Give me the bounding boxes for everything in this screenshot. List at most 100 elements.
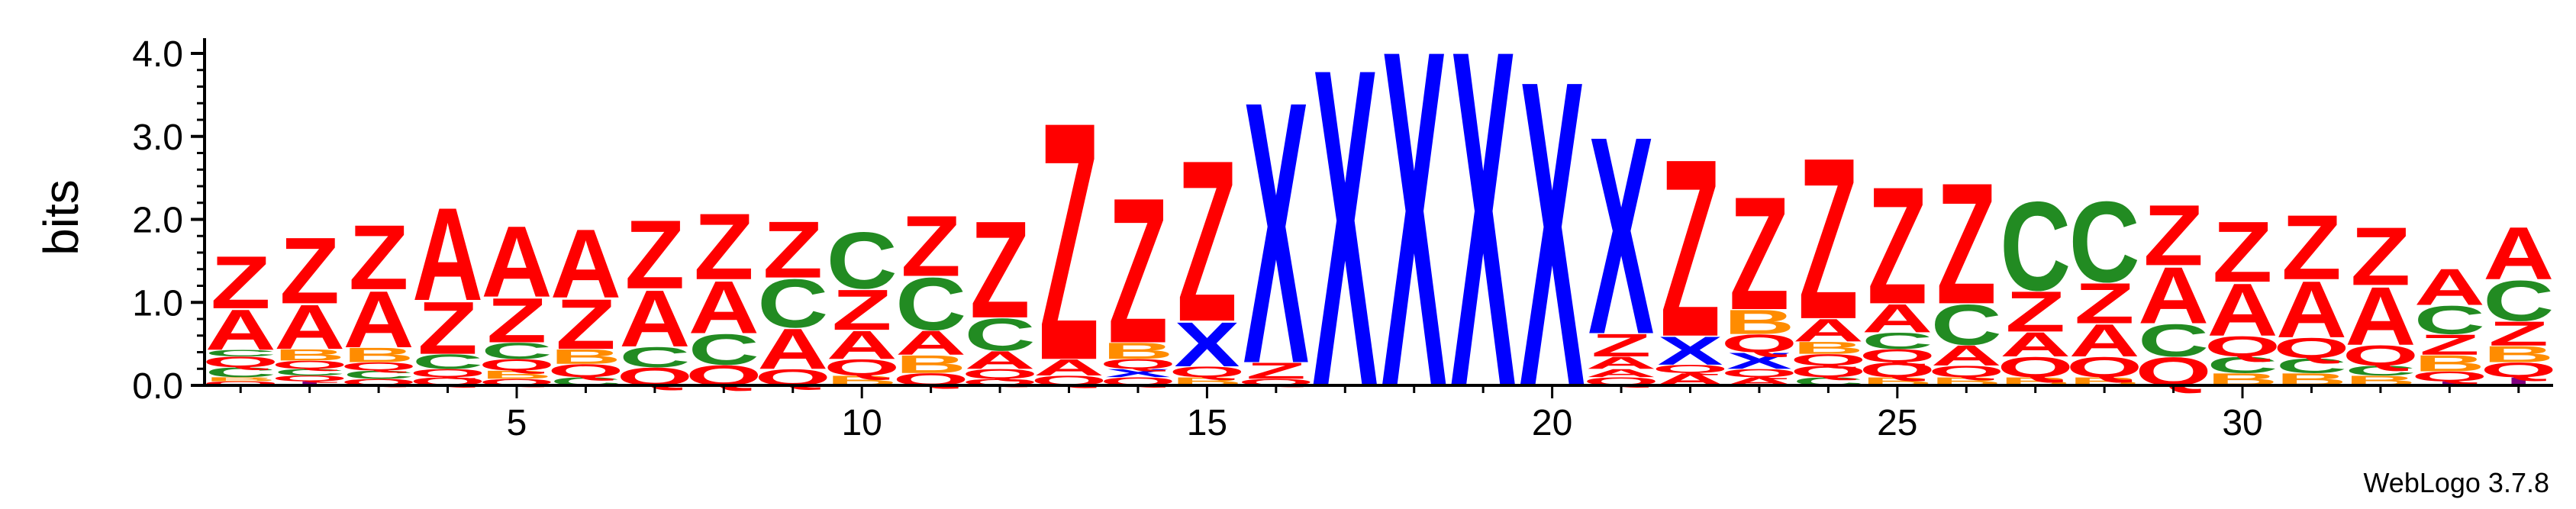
logo-letter-Z: Z <box>625 201 685 310</box>
logo-letter-A: A <box>1586 367 1657 380</box>
logo-letter-C: C <box>343 369 414 382</box>
logo-letter-B: B <box>274 346 345 364</box>
logo-letter-Z: Z <box>694 194 754 299</box>
logo-letter-Z: Z <box>2213 203 2273 300</box>
logo-letter-C: C <box>2000 175 2071 317</box>
logo-letter-Q: Q <box>1721 329 1797 357</box>
logo-letter-B: B <box>1723 303 1794 341</box>
logo-letter-B: B <box>2414 350 2485 376</box>
logo-letter-C: C <box>895 263 966 346</box>
logo-letter-Z: Z <box>2005 279 2065 343</box>
logo-letter-C: C <box>2069 177 2140 306</box>
logo-letter-Q: Q <box>1169 363 1245 380</box>
x-tick-label: 20 <box>1532 403 1572 443</box>
logo-letter-C: C <box>827 215 898 305</box>
axes <box>203 38 2553 387</box>
logo-letter-Q: Q <box>1721 367 1797 380</box>
logo-letter-Q: Q <box>547 360 624 381</box>
logo-stack-17: X <box>1312 0 1378 482</box>
logo-letter-I: I <box>296 380 324 386</box>
logo-letter-Q: Q <box>272 359 348 372</box>
logo-letter-A: A <box>2138 250 2209 340</box>
logo-letter-C: C <box>2414 298 2485 343</box>
logo-letter-C: C <box>2138 315 2209 366</box>
logo-letter-A: A <box>550 210 621 319</box>
logo-letter-Q: Q <box>409 367 485 380</box>
logo-letter-B: B <box>343 343 414 366</box>
logo-letter-Z: Z <box>211 241 271 325</box>
logo-letter-Q: Q <box>1997 351 2074 383</box>
logo-letter-X: X <box>1105 367 1171 380</box>
logo-letter-Z: Z <box>1591 327 1652 363</box>
logo-letter-C: C <box>2276 354 2347 377</box>
logo-letter-X: X <box>1312 0 1378 482</box>
logo-letter-A: A <box>481 205 552 318</box>
y-tick-label: 0.0 <box>132 366 183 407</box>
logo-letter-Z: Z <box>1108 155 1169 387</box>
logo-letter-A: A <box>2000 326 2071 364</box>
y-tick-label: 2.0 <box>132 201 183 241</box>
logo-stack-18: X <box>1381 0 1448 488</box>
logo-letter-B: B <box>205 376 276 382</box>
logo-letter-Z: Z <box>901 198 961 295</box>
x-tick-label: 15 <box>1187 403 1227 443</box>
logo-letter-Z: Z <box>1798 111 1859 368</box>
logo-letter-A: A <box>1586 353 1657 372</box>
logo-letter-Q: Q <box>202 353 279 370</box>
logo-letter-Z: Z <box>970 193 1030 347</box>
weblogo-credit: WebLogo 3.7.8 <box>2363 467 2549 498</box>
logo-letter-Q: Q <box>2342 340 2419 372</box>
logo-letter-A: A <box>412 181 483 328</box>
logo-letter-Z: Z <box>1177 113 1237 370</box>
logo-letter-Z: Z <box>832 278 892 342</box>
logo-letter-A: A <box>2414 258 2485 316</box>
logo-letter-Q: Q <box>1100 356 1176 372</box>
logo-letter-A: A <box>2345 270 2416 362</box>
logo-letter-C: C <box>205 365 276 380</box>
logo-letter-Q: Q <box>962 366 1038 382</box>
logo-letter-X: X <box>1588 77 1655 393</box>
y-axis-title: bits <box>34 179 89 256</box>
logo-letter-Z: Z <box>349 206 409 308</box>
logo-letter-Z: Z <box>1246 358 1306 384</box>
logo-letter-Q: Q <box>1859 359 1936 382</box>
logo-letter-B: B <box>895 350 966 379</box>
logo-letter-Z: Z <box>1936 147 1997 340</box>
logo-stacks: QBCQCAZIQCQBAZQCQBAZQQCZAQBQCZACQBZAQCAZ… <box>202 0 2557 488</box>
logo-letter-B: B <box>1102 338 1173 364</box>
logo-letter-Q: Q <box>479 356 555 374</box>
logo-letter-C: C <box>757 265 828 343</box>
logo-letter-Z: Z <box>1039 52 1099 431</box>
logo-letter-A: A <box>2207 268 2278 352</box>
logo-letter-C: C <box>619 341 690 373</box>
logo-letter-X: X <box>1520 0 1586 479</box>
y-ticks: 0.0 1.0 2.0 3.0 4.0 <box>132 34 205 407</box>
logo-letter-X: X <box>1450 0 1517 488</box>
logo-letter-Q: Q <box>2481 359 2557 382</box>
logo-letter-I: I <box>2436 380 2463 386</box>
logo-letter-Z: Z <box>2075 271 2135 335</box>
logo-letter-A: A <box>1033 355 1104 381</box>
logo-stack-13: QAZ <box>1030 52 1107 431</box>
logo-letter-A: A <box>965 346 1036 374</box>
logo-letter-Q: Q <box>1790 351 1866 369</box>
logo-stack-19: X <box>1450 0 1517 488</box>
logo-stack-20: X <box>1520 0 1586 479</box>
